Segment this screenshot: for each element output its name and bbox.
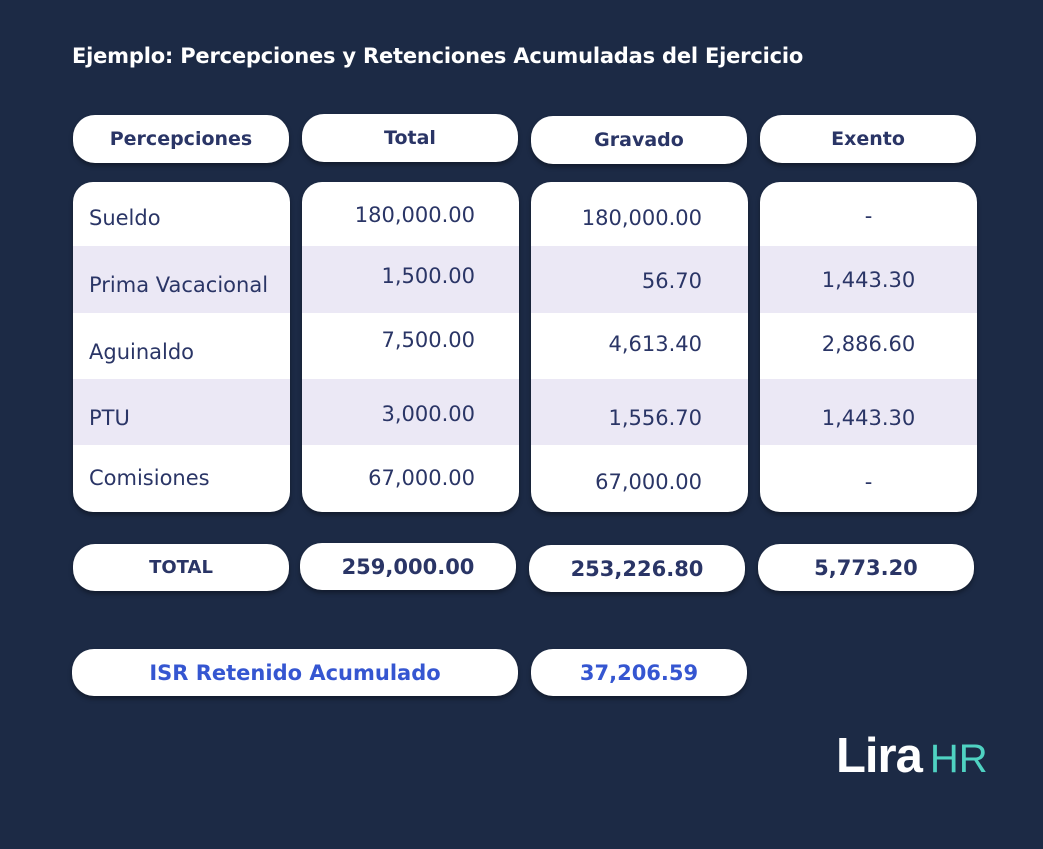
exento-value: 1,443.30 bbox=[821, 268, 916, 292]
exento-value: - bbox=[864, 470, 873, 494]
exento-value: 1,443.30 bbox=[821, 406, 916, 430]
total-value: 67,000.00 bbox=[368, 466, 475, 490]
table-row: 7,500.00 bbox=[302, 313, 519, 379]
concept-label: Comisiones bbox=[89, 466, 210, 490]
gravado-value: 56.70 bbox=[641, 269, 702, 293]
gravado-value: 67,000.00 bbox=[595, 470, 702, 494]
column-exento: - 1,443.30 2,886.60 1,443.30 - bbox=[760, 182, 977, 512]
totals-total: 259,000.00 bbox=[300, 543, 516, 590]
table-row: 1,443.30 bbox=[760, 379, 977, 445]
header-total: Total bbox=[302, 114, 518, 162]
table-row: 67,000.00 bbox=[302, 445, 519, 512]
table-row: 1,443.30 bbox=[760, 246, 977, 313]
table-row: 1,500.00 bbox=[302, 246, 519, 313]
totals-gravado: 253,226.80 bbox=[529, 545, 745, 592]
brand-logo: Lira HR bbox=[836, 728, 988, 784]
table-row: 2,886.60 bbox=[760, 313, 977, 379]
concept-label: Sueldo bbox=[89, 206, 161, 230]
column-total: 180,000.00 1,500.00 7,500.00 3,000.00 67… bbox=[302, 182, 519, 512]
column-percepciones: Sueldo Prima Vacacional Aguinaldo PTU Co… bbox=[73, 182, 290, 512]
table-row: 4,613.40 bbox=[531, 313, 748, 379]
header-gravado: Gravado bbox=[531, 116, 747, 164]
concept-label: Prima Vacacional bbox=[89, 273, 269, 297]
logo-lira: Lira bbox=[836, 729, 923, 783]
table-row: Prima Vacacional bbox=[73, 246, 290, 313]
table-row: 56.70 bbox=[531, 246, 748, 313]
table-row: 3,000.00 bbox=[302, 379, 519, 445]
page-title: Ejemplo: Percepciones y Retenciones Acum… bbox=[72, 44, 804, 68]
total-value: 180,000.00 bbox=[354, 203, 475, 227]
total-value: 3,000.00 bbox=[381, 402, 475, 426]
concept-label: PTU bbox=[89, 406, 130, 430]
total-value: 7,500.00 bbox=[381, 328, 475, 352]
totals-exento: 5,773.20 bbox=[758, 544, 974, 591]
table-row: 1,556.70 bbox=[531, 379, 748, 445]
header-percepciones: Percepciones bbox=[73, 115, 289, 163]
concept-label: Aguinaldo bbox=[89, 340, 195, 364]
gravado-value: 4,613.40 bbox=[608, 332, 702, 356]
total-value: 1,500.00 bbox=[381, 264, 475, 288]
gravado-value: 180,000.00 bbox=[581, 206, 702, 230]
exento-value: - bbox=[864, 204, 873, 228]
table-row: Aguinaldo bbox=[73, 313, 290, 379]
isr-label: ISR Retenido Acumulado bbox=[72, 649, 518, 696]
table-row: PTU bbox=[73, 379, 290, 445]
logo-hr: HR bbox=[929, 737, 988, 781]
gravado-value: 1,556.70 bbox=[608, 406, 702, 430]
table-row: 180,000.00 bbox=[302, 182, 519, 246]
table-row: 180,000.00 bbox=[531, 182, 748, 246]
totals-label: TOTAL bbox=[73, 544, 289, 591]
table-row: - bbox=[760, 445, 977, 512]
table-row: Sueldo bbox=[73, 182, 290, 246]
table-row: Comisiones bbox=[73, 445, 290, 512]
table-row: - bbox=[760, 182, 977, 246]
table-row: 67,000.00 bbox=[531, 445, 748, 512]
exento-value: 2,886.60 bbox=[821, 332, 916, 356]
isr-value: 37,206.59 bbox=[531, 649, 747, 696]
column-gravado: 180,000.00 56.70 4,613.40 1,556.70 67,00… bbox=[531, 182, 748, 512]
header-exento: Exento bbox=[760, 115, 976, 163]
